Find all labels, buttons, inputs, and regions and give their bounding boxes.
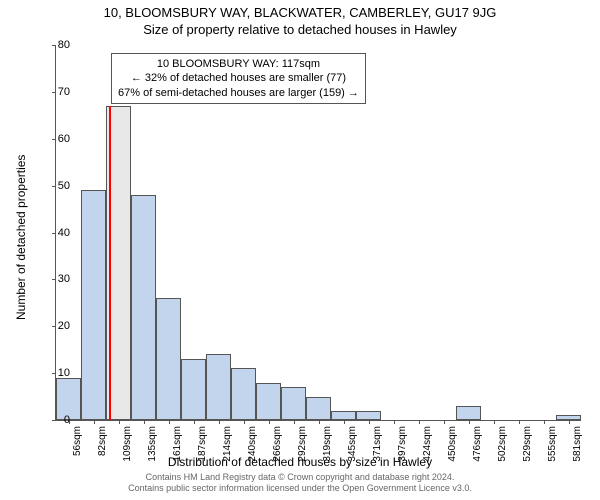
- histogram-bar: [356, 411, 381, 420]
- annotation-line2: ← 32% of detached houses are smaller (77…: [118, 71, 359, 85]
- x-tick-mark: [394, 420, 395, 424]
- histogram-bar: [131, 195, 156, 420]
- x-tick-label: 56sqm: [72, 426, 83, 456]
- title-address: 10, BLOOMSBURY WAY, BLACKWATER, CAMBERLE…: [0, 5, 600, 20]
- y-tick-label: 70: [40, 86, 70, 98]
- histogram-bar: [156, 298, 181, 420]
- y-tick-label: 40: [40, 227, 70, 239]
- footer-credits: Contains HM Land Registry data © Crown c…: [0, 472, 600, 494]
- x-tick-mark: [519, 420, 520, 424]
- x-tick-label: 266sqm: [272, 426, 283, 462]
- x-tick-label: 371sqm: [372, 426, 383, 462]
- histogram-bar: [206, 354, 231, 420]
- x-tick-mark: [94, 420, 95, 424]
- x-tick-mark: [369, 420, 370, 424]
- title-subtitle: Size of property relative to detached ho…: [0, 22, 600, 37]
- y-tick-label: 10: [40, 367, 70, 379]
- x-tick-mark: [319, 420, 320, 424]
- footer-line2: Contains public sector information licen…: [0, 483, 600, 494]
- chart-plot-area: 10 BLOOMSBURY WAY: 117sqm ← 32% of detac…: [55, 45, 581, 421]
- x-tick-label: 529sqm: [522, 426, 533, 462]
- x-tick-label: 450sqm: [447, 426, 458, 462]
- x-tick-mark: [144, 420, 145, 424]
- x-tick-mark: [469, 420, 470, 424]
- x-tick-label: 555sqm: [547, 426, 558, 462]
- x-tick-mark: [194, 420, 195, 424]
- x-tick-label: 424sqm: [422, 426, 433, 462]
- x-tick-label: 187sqm: [197, 426, 208, 462]
- y-tick-label: 50: [40, 180, 70, 192]
- x-tick-mark: [419, 420, 420, 424]
- annotation-box: 10 BLOOMSBURY WAY: 117sqm ← 32% of detac…: [111, 53, 366, 104]
- x-tick-mark: [294, 420, 295, 424]
- x-tick-label: 109sqm: [122, 426, 133, 462]
- y-tick-label: 80: [40, 39, 70, 51]
- x-tick-mark: [269, 420, 270, 424]
- x-tick-label: 240sqm: [247, 426, 258, 462]
- y-tick-label: 30: [40, 273, 70, 285]
- x-tick-label: 397sqm: [397, 426, 408, 462]
- x-tick-label: 214sqm: [222, 426, 233, 462]
- x-tick-mark: [244, 420, 245, 424]
- histogram-bar: [81, 190, 106, 420]
- y-tick-label: 0: [40, 414, 70, 426]
- x-tick-label: 161sqm: [172, 426, 183, 462]
- x-tick-mark: [494, 420, 495, 424]
- x-tick-mark: [444, 420, 445, 424]
- y-tick-label: 20: [40, 320, 70, 332]
- x-tick-label: 135sqm: [147, 426, 158, 462]
- histogram-bar: [231, 368, 256, 420]
- x-tick-label: 319sqm: [322, 426, 333, 462]
- x-tick-mark: [169, 420, 170, 424]
- histogram-bar: [256, 383, 281, 421]
- footer-line1: Contains HM Land Registry data © Crown c…: [0, 472, 600, 483]
- x-tick-label: 345sqm: [347, 426, 358, 462]
- x-tick-mark: [219, 420, 220, 424]
- x-tick-label: 476sqm: [472, 426, 483, 462]
- y-axis-label: Number of detached properties: [14, 155, 28, 320]
- annotation-line1: 10 BLOOMSBURY WAY: 117sqm: [118, 57, 359, 71]
- x-tick-label: 502sqm: [497, 426, 508, 462]
- annotation-line3: 67% of semi-detached houses are larger (…: [118, 86, 359, 100]
- histogram-bar: [181, 359, 206, 420]
- y-tick-label: 60: [40, 133, 70, 145]
- x-tick-mark: [119, 420, 120, 424]
- histogram-bar: [306, 397, 331, 420]
- property-marker-line: [109, 106, 111, 420]
- histogram-bar: [456, 406, 481, 420]
- x-tick-mark: [544, 420, 545, 424]
- histogram-bar: [331, 411, 356, 420]
- x-tick-mark: [344, 420, 345, 424]
- x-tick-label: 292sqm: [297, 426, 308, 462]
- x-tick-label: 581sqm: [572, 426, 583, 462]
- histogram-bar: [281, 387, 306, 420]
- x-tick-label: 82sqm: [97, 426, 108, 456]
- x-tick-mark: [569, 420, 570, 424]
